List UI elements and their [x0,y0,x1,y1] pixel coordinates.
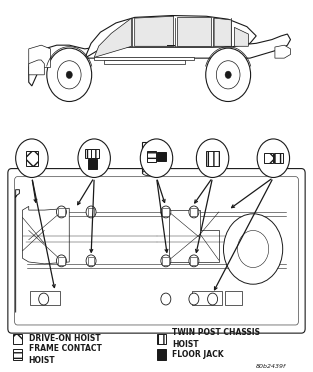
Bar [88,257,95,265]
Circle shape [56,206,66,218]
Bar [264,153,273,163]
Bar [191,208,197,216]
Circle shape [66,71,72,78]
Bar [91,149,99,158]
Polygon shape [104,60,185,64]
Polygon shape [29,34,290,86]
Circle shape [78,139,110,177]
Polygon shape [94,18,131,57]
Polygon shape [85,16,256,58]
Bar [13,349,22,360]
Polygon shape [29,60,44,75]
Polygon shape [23,206,69,264]
Polygon shape [29,45,51,67]
Text: TWIN POST CHASSIS
HOIST: TWIN POST CHASSIS HOIST [172,328,260,349]
Circle shape [86,255,96,267]
Bar [206,151,219,166]
Text: DRIVE-ON HOIST: DRIVE-ON HOIST [29,334,100,343]
Circle shape [161,293,171,305]
Bar [13,334,22,344]
Bar [225,291,242,305]
Polygon shape [214,18,231,46]
Circle shape [223,214,283,284]
Circle shape [238,231,269,267]
Bar [191,257,197,265]
Circle shape [208,293,218,305]
Polygon shape [169,210,219,262]
Circle shape [161,255,171,267]
Bar [157,349,166,360]
Circle shape [86,206,96,218]
Bar [147,151,156,161]
Bar [162,208,169,216]
Bar [192,291,222,305]
Polygon shape [275,45,290,58]
Text: FLOOR JACK: FLOOR JACK [172,350,224,359]
Polygon shape [234,28,249,46]
Circle shape [140,139,173,177]
Bar [88,159,97,169]
Bar [58,257,65,265]
Bar [30,291,60,305]
Circle shape [56,255,66,267]
Circle shape [47,48,92,102]
Bar [58,208,65,216]
Polygon shape [94,57,194,60]
Bar [274,153,283,163]
Text: 80b2439f: 80b2439f [256,365,286,369]
Bar [157,151,166,161]
Bar [157,334,166,344]
Circle shape [39,293,49,305]
Polygon shape [177,17,211,46]
Bar [88,208,95,216]
Text: FRAME CONTACT
HOIST: FRAME CONTACT HOIST [29,344,102,365]
Circle shape [196,139,229,177]
Bar [162,257,169,265]
Circle shape [161,206,171,218]
Ellipse shape [142,170,158,176]
Bar [85,149,93,158]
Circle shape [189,293,199,305]
Bar [26,151,38,166]
Circle shape [206,48,251,102]
FancyBboxPatch shape [8,169,305,333]
Circle shape [216,61,240,89]
Polygon shape [142,142,158,173]
Circle shape [225,71,231,78]
FancyBboxPatch shape [15,177,298,325]
Circle shape [189,255,199,267]
Circle shape [257,139,290,177]
Circle shape [57,61,81,89]
Circle shape [16,139,48,177]
Circle shape [189,206,199,218]
Polygon shape [135,16,174,46]
